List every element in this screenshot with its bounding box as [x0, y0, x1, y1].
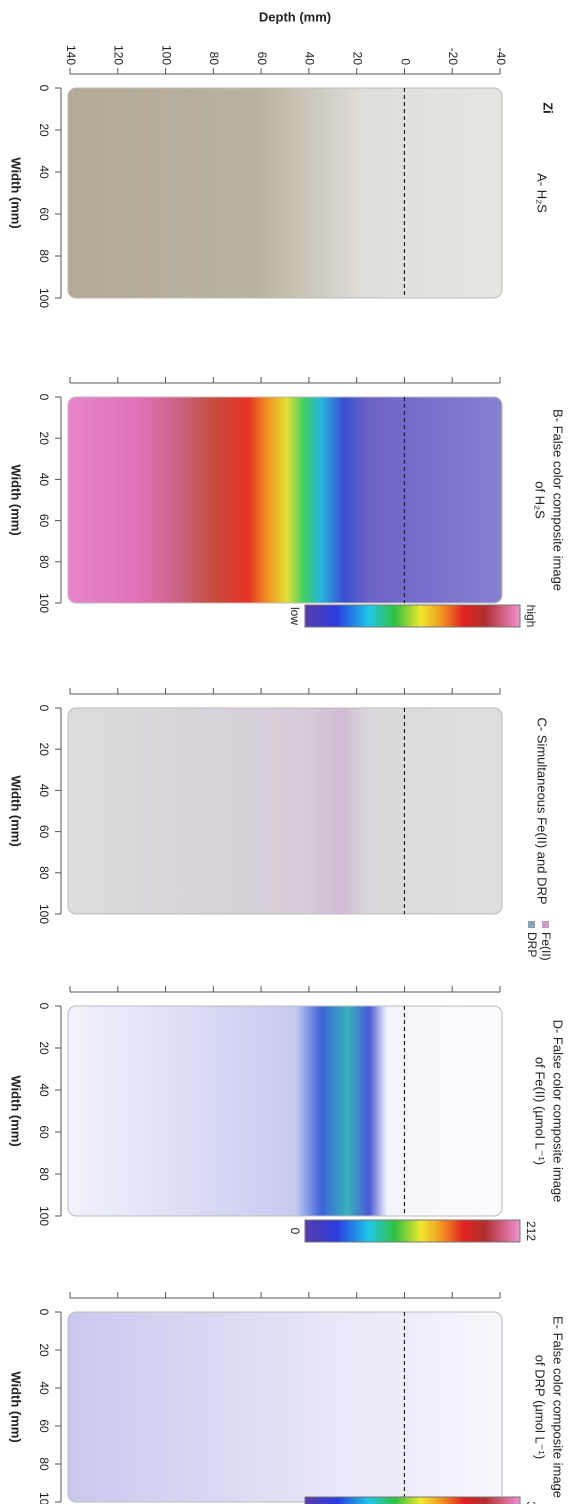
- x-tick-label: 100: [37, 1492, 51, 1504]
- x-tick-label: 80: [37, 866, 51, 880]
- x-axis-label: Width (mm): [9, 1371, 24, 1442]
- y-tick-label: 100: [159, 45, 173, 65]
- x-tick-label: 20: [37, 1343, 51, 1357]
- x-tick-label: 40: [37, 784, 51, 798]
- panel-image: [67, 87, 503, 299]
- x-tick-label: 100: [37, 904, 51, 924]
- y-tick-label: -40: [494, 48, 508, 66]
- x-axis-label: Width (mm): [9, 775, 24, 846]
- x-tick-label: 40: [37, 1381, 51, 1395]
- x-tick-label: 0: [37, 1309, 51, 1316]
- x-tick-label: 60: [37, 207, 51, 221]
- x-tick-label: 80: [37, 555, 51, 569]
- panel-title: of H₂S: [533, 481, 548, 519]
- x-axis-label: Width (mm): [9, 1075, 24, 1146]
- y-tick-label: -20: [446, 48, 460, 66]
- colorbar: [304, 1219, 521, 1243]
- colorbar: [304, 604, 521, 628]
- panel-title: B- False color composite image: [551, 409, 566, 591]
- colorbar-low: 0: [288, 1228, 302, 1235]
- x-tick-label: 100: [37, 288, 51, 308]
- figure-body: Zi Depth (mm) -40 -20 0 20 40 60 80 100 120 140 0 2…: [9, 9, 566, 1504]
- x-tick-label: 20: [37, 123, 51, 137]
- y-axis-label: Depth (mm): [259, 9, 331, 24]
- x-tick-label: 80: [37, 1167, 51, 1181]
- x-tick-label: 60: [37, 1125, 51, 1139]
- y-tick-label: 40: [303, 52, 317, 66]
- legend-swatch: [542, 921, 549, 928]
- panel-image: [67, 1311, 503, 1503]
- x-axis-label: Width (mm): [9, 464, 24, 535]
- y-tick-label: 80: [207, 52, 221, 66]
- colorbar-high: 30: [524, 1501, 538, 1504]
- colorbar-high: high: [524, 605, 538, 628]
- legend-label: Fe(II): [539, 932, 553, 961]
- y-tick-label: 0: [398, 58, 412, 65]
- x-tick-label: 100: [37, 593, 51, 613]
- x-tick-label: 0: [37, 705, 51, 712]
- colorbar: [304, 1496, 521, 1504]
- x-tick-label: 0: [37, 1003, 51, 1010]
- panel-image: [67, 707, 503, 915]
- x-tick-label: 40: [37, 165, 51, 179]
- x-tick-label: 60: [37, 1419, 51, 1433]
- x-axis-label: Width (mm): [9, 157, 24, 228]
- panel-title: C- Simultaneous Fe(II) and DRP: [535, 717, 550, 904]
- panel-title: of DRP (µmol L⁻¹): [533, 1355, 548, 1459]
- panel-title: E- False color composite image: [551, 1316, 566, 1498]
- legend-label: DRP: [525, 932, 539, 957]
- y-tick-label: 60: [255, 52, 269, 66]
- x-tick-label: 60: [37, 825, 51, 839]
- x-tick-label: 20: [37, 743, 51, 757]
- colorbar-high: 212: [524, 1221, 538, 1241]
- panel-image: [67, 396, 503, 604]
- y-tick-label: 140: [64, 45, 78, 65]
- x-tick-label: 0: [37, 394, 51, 401]
- x-tick-label: 60: [37, 514, 51, 528]
- x-tick-label: 100: [37, 1206, 51, 1226]
- x-tick-label: 80: [37, 1457, 51, 1471]
- y-tick-label: 120: [112, 45, 126, 65]
- figure-label: Zi: [541, 102, 556, 114]
- panel-image: [67, 1005, 503, 1217]
- y-tick-label: 20: [350, 52, 364, 66]
- panel-title: A- H₂S: [535, 173, 550, 213]
- x-tick-label: 20: [37, 1041, 51, 1055]
- x-tick-label: 0: [37, 85, 51, 92]
- legend-swatch: [528, 921, 535, 928]
- x-tick-label: 20: [37, 432, 51, 446]
- x-tick-label: 80: [37, 249, 51, 263]
- x-tick-label: 40: [37, 473, 51, 487]
- panel-title: D- False color composite image: [551, 1020, 566, 1203]
- colorbar-low: low: [288, 607, 302, 625]
- panel-title: of Fe(II) (µmol L⁻¹): [533, 1057, 548, 1165]
- x-tick-label: 40: [37, 1083, 51, 1097]
